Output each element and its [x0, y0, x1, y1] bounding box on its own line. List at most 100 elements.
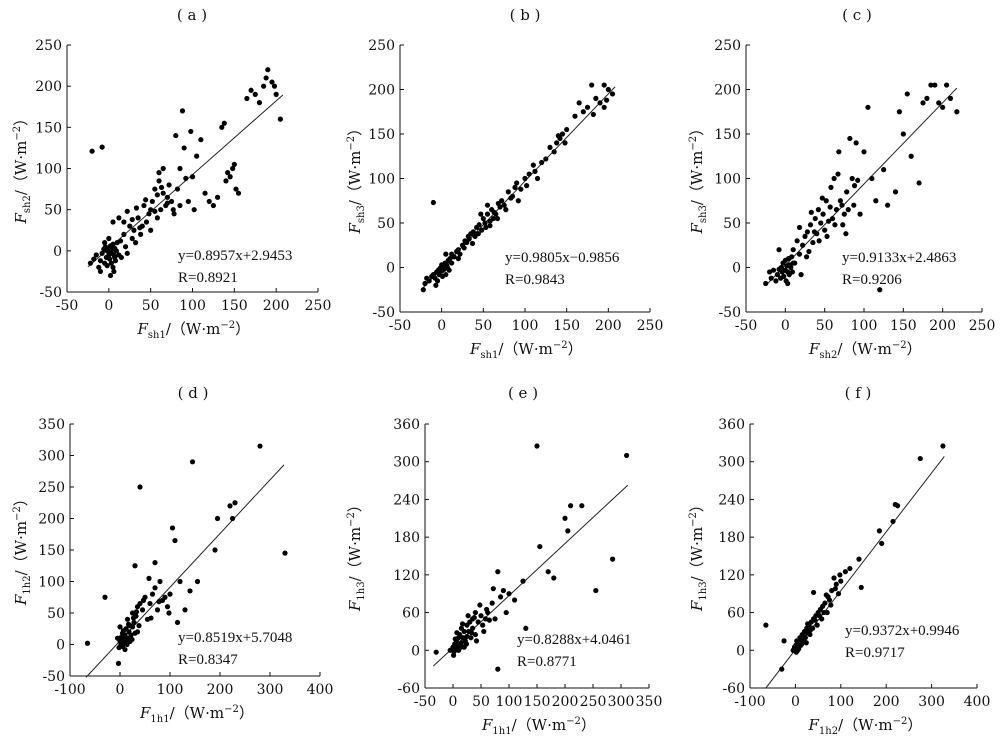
data-point — [110, 264, 116, 270]
data-point — [503, 207, 509, 213]
data-point — [601, 82, 607, 88]
y-tick-label: 60 — [727, 606, 745, 622]
data-point — [605, 86, 611, 93]
data-point — [920, 100, 926, 106]
regression-equation: y=0.8288x+4.0461 — [517, 632, 631, 648]
data-point — [609, 91, 616, 97]
x-tick-label: 0 — [437, 318, 446, 334]
data-point — [487, 223, 493, 229]
data-point — [812, 215, 818, 222]
data-point — [434, 278, 441, 284]
data-point — [480, 622, 486, 628]
data-point — [136, 623, 142, 629]
y-tick-label: 180 — [718, 530, 745, 546]
data-point — [156, 170, 162, 176]
data-point — [162, 594, 168, 600]
data-point — [539, 159, 545, 166]
data-point — [486, 617, 492, 623]
data-point — [194, 578, 201, 585]
data-point — [770, 267, 777, 273]
data-point — [800, 633, 806, 640]
data-point — [879, 540, 885, 547]
data-point — [481, 628, 487, 635]
data-point — [511, 597, 518, 603]
x-tick-label: 300 — [257, 682, 284, 698]
y-tick-label: 300 — [393, 455, 420, 471]
data-point — [844, 189, 850, 195]
data-point — [148, 615, 154, 621]
data-point — [269, 79, 275, 85]
x-tick-label: 100 — [512, 318, 539, 334]
data-point — [768, 275, 774, 281]
data-point — [547, 144, 553, 150]
data-point — [805, 621, 811, 627]
y-tick-label: 60 — [402, 606, 420, 622]
data-point — [470, 625, 476, 631]
data-point — [803, 640, 809, 646]
data-point — [808, 209, 814, 215]
x-tick-label: 200 — [595, 318, 622, 334]
data-point — [273, 91, 279, 97]
x-tick-label: 150 — [553, 318, 580, 334]
data-point — [501, 202, 507, 208]
data-point — [811, 229, 818, 235]
x-tick-label: 250 — [637, 318, 664, 334]
x-tick-label: -50 — [389, 318, 412, 334]
y-tick-label: 150 — [368, 127, 395, 143]
data-point — [158, 207, 164, 213]
data-point — [129, 610, 136, 616]
data-point — [128, 632, 134, 638]
data-point — [807, 627, 813, 633]
data-point — [773, 278, 779, 284]
data-point — [168, 198, 175, 205]
data-point — [610, 556, 616, 562]
data-point — [451, 254, 457, 260]
data-point — [597, 100, 603, 106]
data-point — [210, 202, 217, 209]
data-point — [940, 104, 946, 110]
data-point — [822, 227, 828, 233]
data-point — [821, 609, 827, 616]
data-point — [97, 268, 104, 275]
data-point — [480, 215, 486, 222]
data-point — [122, 646, 128, 653]
y-tick-label: -60 — [397, 681, 420, 697]
data-point — [523, 625, 529, 631]
data-point — [134, 629, 141, 635]
data-point — [104, 263, 110, 269]
data-point — [928, 82, 934, 88]
x-tick-label: -100 — [54, 682, 85, 698]
x-tick-label: 400 — [964, 694, 991, 710]
data-point — [781, 638, 787, 644]
data-point — [473, 638, 480, 644]
data-point — [156, 599, 162, 605]
data-point — [506, 591, 512, 597]
data-point — [847, 565, 853, 572]
data-point — [492, 616, 498, 622]
data-point — [828, 184, 834, 190]
data-point — [778, 264, 785, 271]
data-point — [137, 600, 143, 607]
x-axis-label: F1h2/（W·m−2） — [808, 716, 923, 737]
data-point — [892, 189, 899, 195]
y-tick-label: 180 — [393, 530, 420, 546]
data-point — [124, 641, 130, 648]
regression-equation: y=0.8519x+5.7048 — [178, 630, 292, 646]
data-point — [171, 211, 177, 217]
data-point — [932, 82, 938, 88]
data-point — [256, 100, 263, 106]
data-point — [183, 175, 189, 181]
data-point — [534, 443, 540, 449]
x-tick-label: 200 — [552, 694, 579, 710]
data-point — [265, 67, 271, 73]
data-point — [840, 222, 846, 228]
regression-equation: y=0.9372x+0.9946 — [845, 623, 960, 639]
y-tick-label: 250 — [368, 38, 395, 54]
data-point — [534, 175, 541, 182]
data-point — [426, 278, 432, 284]
y-tick-label: -50 — [42, 669, 65, 685]
x-tick-label: 200 — [873, 694, 900, 710]
data-point — [836, 149, 842, 155]
data-point — [470, 229, 476, 235]
data-point — [110, 219, 116, 225]
